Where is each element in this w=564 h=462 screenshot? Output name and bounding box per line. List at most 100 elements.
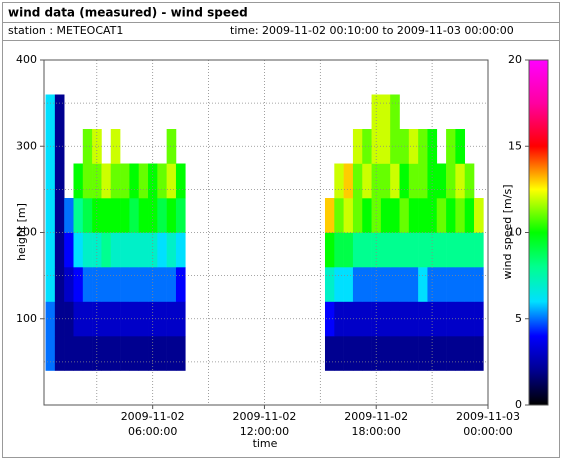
heat-cell [120,163,130,199]
heat-cell [408,267,419,302]
heat-cell [129,232,139,268]
heat-cell [474,232,484,268]
heat-cell [45,336,56,371]
heat-cell [334,267,344,302]
x-tick-label: 2009-11-02 18:00:00 [344,410,409,438]
heat-cell [92,267,102,302]
heat-cell [408,198,419,233]
heat-cell [418,336,428,371]
heat-cell [380,94,391,130]
heat-cell [436,232,447,268]
heat-cell [138,163,149,199]
heat-cell [175,232,186,268]
heat-cell [334,163,344,199]
heat-cell [157,198,167,233]
heat-cell [446,198,456,233]
colorbar-tick-label: 15 [508,139,522,152]
heat-cell [362,232,372,268]
heat-cell [446,163,456,199]
heat-cell [390,94,400,130]
heat-cell [82,336,93,371]
heat-cell [399,163,410,199]
heat-cell [82,198,93,233]
heat-cell [371,336,382,371]
heat-cell [101,198,112,233]
heat-cell [399,232,410,268]
heat-cell [390,163,400,199]
heat-cell [138,198,149,233]
heat-cell [455,198,466,233]
heat-cell [362,163,372,199]
heat-cell [380,198,391,233]
heat-cell [157,232,167,268]
heat-cell [157,336,167,371]
heat-cell [120,198,130,233]
heat-cell [408,163,419,199]
heat-cell [101,163,112,199]
heat-cell [148,198,158,233]
heat-cell [362,267,372,302]
heat-cell [166,198,177,233]
heat-cell [82,129,93,164]
heat-cell [45,267,56,302]
heat-cell [380,267,391,302]
heat-cell [324,198,335,233]
heat-cell [166,232,177,268]
heat-cell [110,232,121,268]
heat-cell [446,267,456,302]
heat-cell [101,301,112,337]
heat-cell [64,267,74,302]
heat-cell [352,163,363,199]
heat-cell [380,232,391,268]
heat-cell [464,336,475,371]
time-range: time: 2009-11-02 00:10:00 to 2009-11-03 … [230,24,514,37]
y-axis-label: height [m] [15,203,28,261]
heat-cell [110,267,121,302]
heat-cell [45,232,56,268]
heat-cell [455,232,466,268]
x-axis-label: time [253,437,278,450]
colorbar-tick-label: 20 [508,53,522,66]
heat-cell [175,198,186,233]
heat-cell [148,336,158,371]
x-tick-label: 2009-11-02 06:00:00 [120,410,185,438]
heat-cell [54,336,65,371]
heat-cell [334,232,344,268]
heat-cell [436,301,447,337]
heat-cell [418,198,428,233]
heat-cell [157,301,167,337]
heat-cell [101,232,112,268]
heat-cell [464,267,475,302]
heat-cell [166,336,177,371]
heat-cell [352,198,363,233]
heat-cell [427,267,438,302]
heat-cell [82,163,93,199]
heat-cell [175,336,186,371]
heat-cell [436,336,447,371]
heat-cell [352,232,363,268]
heat-cell [390,336,400,371]
heat-cell [138,267,149,302]
heat-cell [82,267,93,302]
heat-cell [45,94,56,130]
heat-cell [82,301,93,337]
heat-cell [390,267,400,302]
heat-cell [54,267,65,302]
heat-cell [343,163,354,199]
heat-cell [64,198,74,233]
heat-cell [455,129,466,164]
heat-cell [82,232,93,268]
heat-cell [129,336,139,371]
heat-cell [92,336,102,371]
heat-cell [474,198,484,233]
heat-cell [436,163,447,199]
heat-cell [446,336,456,371]
heat-cell [129,198,139,233]
heat-cell [343,267,354,302]
heat-cell [324,232,335,268]
heat-cell [73,232,84,268]
heat-cell [371,198,382,233]
heat-cell [436,267,447,302]
heat-cell [399,198,410,233]
